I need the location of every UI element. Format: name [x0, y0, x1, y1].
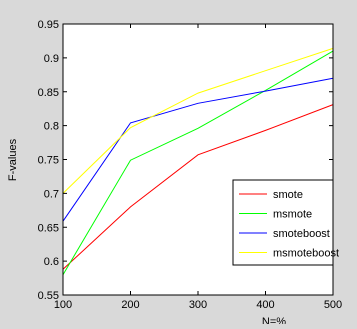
series-line-smote	[62, 104, 334, 270]
series-line-msmoteboost	[62, 47, 334, 194]
series-line-smoteboost	[62, 77, 334, 222]
x-tick-label: 300	[189, 299, 207, 311]
y-tick-label: 0.65	[38, 222, 59, 234]
y-tick-label: 0.85	[38, 87, 59, 99]
x-tick-label: 100	[54, 299, 72, 311]
y-tick-label: 0.8	[44, 121, 59, 133]
x-axis-label: N=%	[262, 316, 286, 324]
legend-label-smoteboost: smoteboost	[273, 228, 330, 240]
y-tick-label: 0.7	[44, 188, 59, 200]
y-tick-label: 0.6	[44, 256, 59, 268]
legend: smote msmote smoteboost msmoteboost	[232, 179, 339, 266]
legend-label-msmote: msmote	[273, 209, 312, 221]
x-tick-label: 400	[256, 299, 274, 311]
y-tick-label: 0.75	[38, 155, 59, 167]
legend-label-msmoteboost: msmoteboost	[273, 248, 339, 260]
x-tick-label: 500	[324, 299, 342, 311]
series-layer	[62, 47, 334, 275]
series-line-msmote	[62, 50, 334, 275]
x-tick-label: 200	[121, 299, 139, 311]
y-tick-label: 0.9	[44, 53, 59, 65]
tick-layer: 0.55 0.6 0.65 0.7 0.75 0.8 0.85 0.9 0.95 100 200 30…	[38, 19, 343, 311]
legend-label-smote: smote	[273, 189, 303, 201]
y-tick-label: 0.55	[38, 290, 59, 302]
y-axis-label: F-values	[7, 138, 19, 181]
y-tick-label: 0.95	[38, 19, 59, 31]
